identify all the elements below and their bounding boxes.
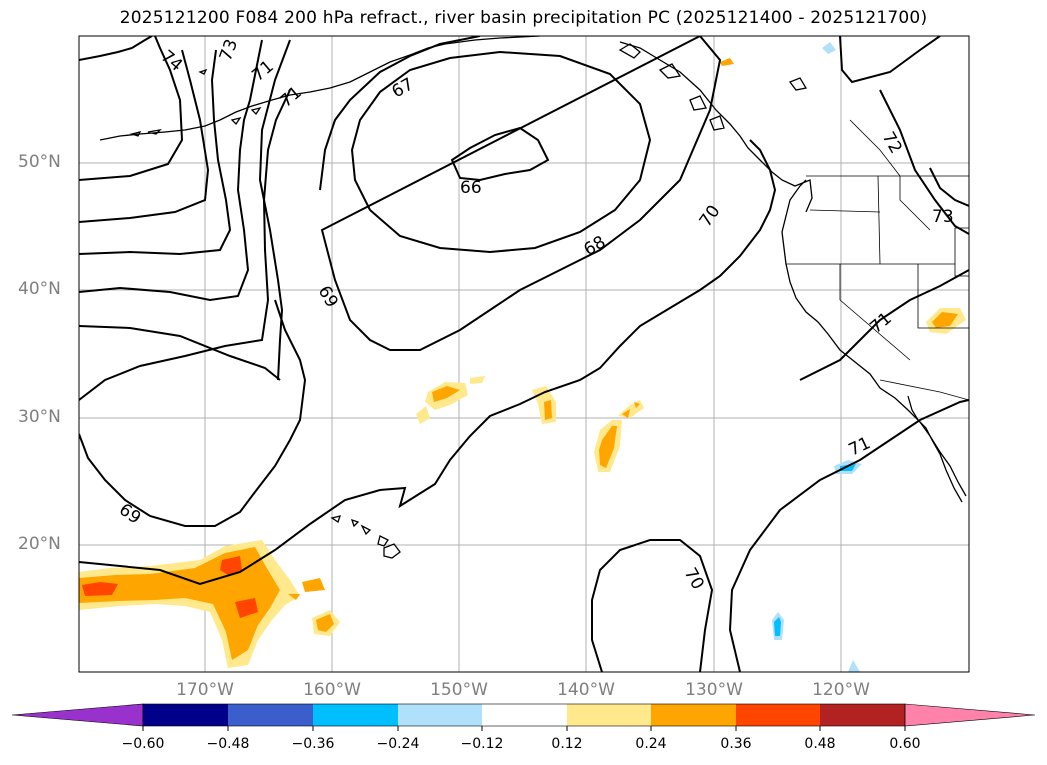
precip-region-south-west-high <box>82 556 258 618</box>
precip-negative-3 <box>848 660 860 672</box>
colorbar-tick-label: −0.12 <box>460 736 504 752</box>
colorbar-segment <box>228 704 313 726</box>
colorbar-tick-label: −0.36 <box>291 736 335 752</box>
map-title: 2025121200 F084 200 hPa refract., river … <box>119 8 928 28</box>
colorbar-tick-label: 0.36 <box>720 736 752 752</box>
latitude-label: 30°N <box>18 407 61 427</box>
precip-central-6 <box>618 400 644 418</box>
precip-negative-1-mid <box>840 464 856 471</box>
contour-69-lower <box>79 299 307 527</box>
longitude-label: 120°W <box>812 680 870 700</box>
latitude-label: 50°N <box>18 152 61 172</box>
latitude-label: 20°N <box>18 534 61 554</box>
contour-label: 66 <box>460 178 482 198</box>
contour-label: 67 <box>389 74 418 102</box>
colorbar-tick-label: 0.24 <box>635 736 667 752</box>
contour-70-lower <box>591 539 714 672</box>
gridlines <box>79 36 969 672</box>
precip-negative-4 <box>822 42 836 54</box>
colorbar-tick-label: −0.48 <box>206 736 250 752</box>
contour-label: 70 <box>696 202 725 231</box>
colorbar-tick-label: 0.48 <box>804 736 836 752</box>
precip-central-2 <box>470 376 485 384</box>
precip-small-2-mid <box>316 614 334 632</box>
precip-small-1 <box>302 578 325 592</box>
colorbar-segment <box>143 704 228 726</box>
longitude-label: 150°W <box>430 680 488 700</box>
colorbar-segment <box>313 704 398 726</box>
precip-shading <box>79 42 966 672</box>
precip-negative-2-mid <box>774 617 781 636</box>
contour-label: 73 <box>932 207 954 227</box>
contour-71-nw <box>79 49 232 256</box>
colorbar-tick-label: −0.24 <box>376 736 420 752</box>
contour-73 <box>79 36 969 207</box>
longitude-label: 140°W <box>557 680 615 700</box>
contour-71-east <box>799 269 969 381</box>
latitude-label: 40°N <box>18 279 61 299</box>
precip-central-5-mid <box>599 426 617 468</box>
colorbar-segment <box>567 704 651 726</box>
map-plot-area <box>79 36 969 672</box>
precip-central-4-mid <box>544 400 552 420</box>
contour-66 <box>450 126 550 182</box>
precip-north-small <box>720 58 734 66</box>
contour-71-left <box>79 39 291 401</box>
colorbar-segment <box>11 703 144 727</box>
contour-label: 73 <box>216 37 242 64</box>
refractivity-contours <box>79 36 969 672</box>
longitude-label: 170°W <box>176 680 234 700</box>
contour-74 <box>79 36 153 61</box>
contour-label: 68 <box>581 232 610 260</box>
political-borders <box>786 119 969 401</box>
colorbar-segment <box>482 704 567 726</box>
precip-california-mid <box>932 312 958 328</box>
coastlines <box>99 36 967 559</box>
precip-small-3 <box>288 594 300 600</box>
colorbar-segment <box>820 704 905 726</box>
contour-67 <box>350 50 652 254</box>
contour-68 <box>319 36 722 351</box>
colorbar-segment <box>398 704 482 726</box>
contour-69-upper <box>79 39 291 381</box>
map-frame <box>78 35 970 673</box>
colorbar-segment <box>651 704 736 726</box>
precip-central-3 <box>416 406 430 424</box>
colorbar-tick-label: 0.60 <box>889 736 921 752</box>
precip-central-1-mid <box>432 386 460 402</box>
contour-70 <box>79 139 777 586</box>
colorbar-outline <box>142 703 906 727</box>
colorbar-tick-label: −0.60 <box>121 736 165 752</box>
colorbar-tick-label: 0.12 <box>551 736 583 752</box>
precip-central-6-mid <box>622 402 640 418</box>
colorbar-segment <box>904 703 1036 727</box>
contour-label: 71 <box>846 433 874 460</box>
colorbar <box>11 703 1036 731</box>
contour-71-right <box>728 399 969 672</box>
longitude-label: 160°W <box>303 680 361 700</box>
contour-label: 69 <box>115 500 144 529</box>
colorbar-segment <box>736 704 820 726</box>
longitude-label: 130°W <box>685 680 743 700</box>
contour-72 <box>79 36 969 235</box>
